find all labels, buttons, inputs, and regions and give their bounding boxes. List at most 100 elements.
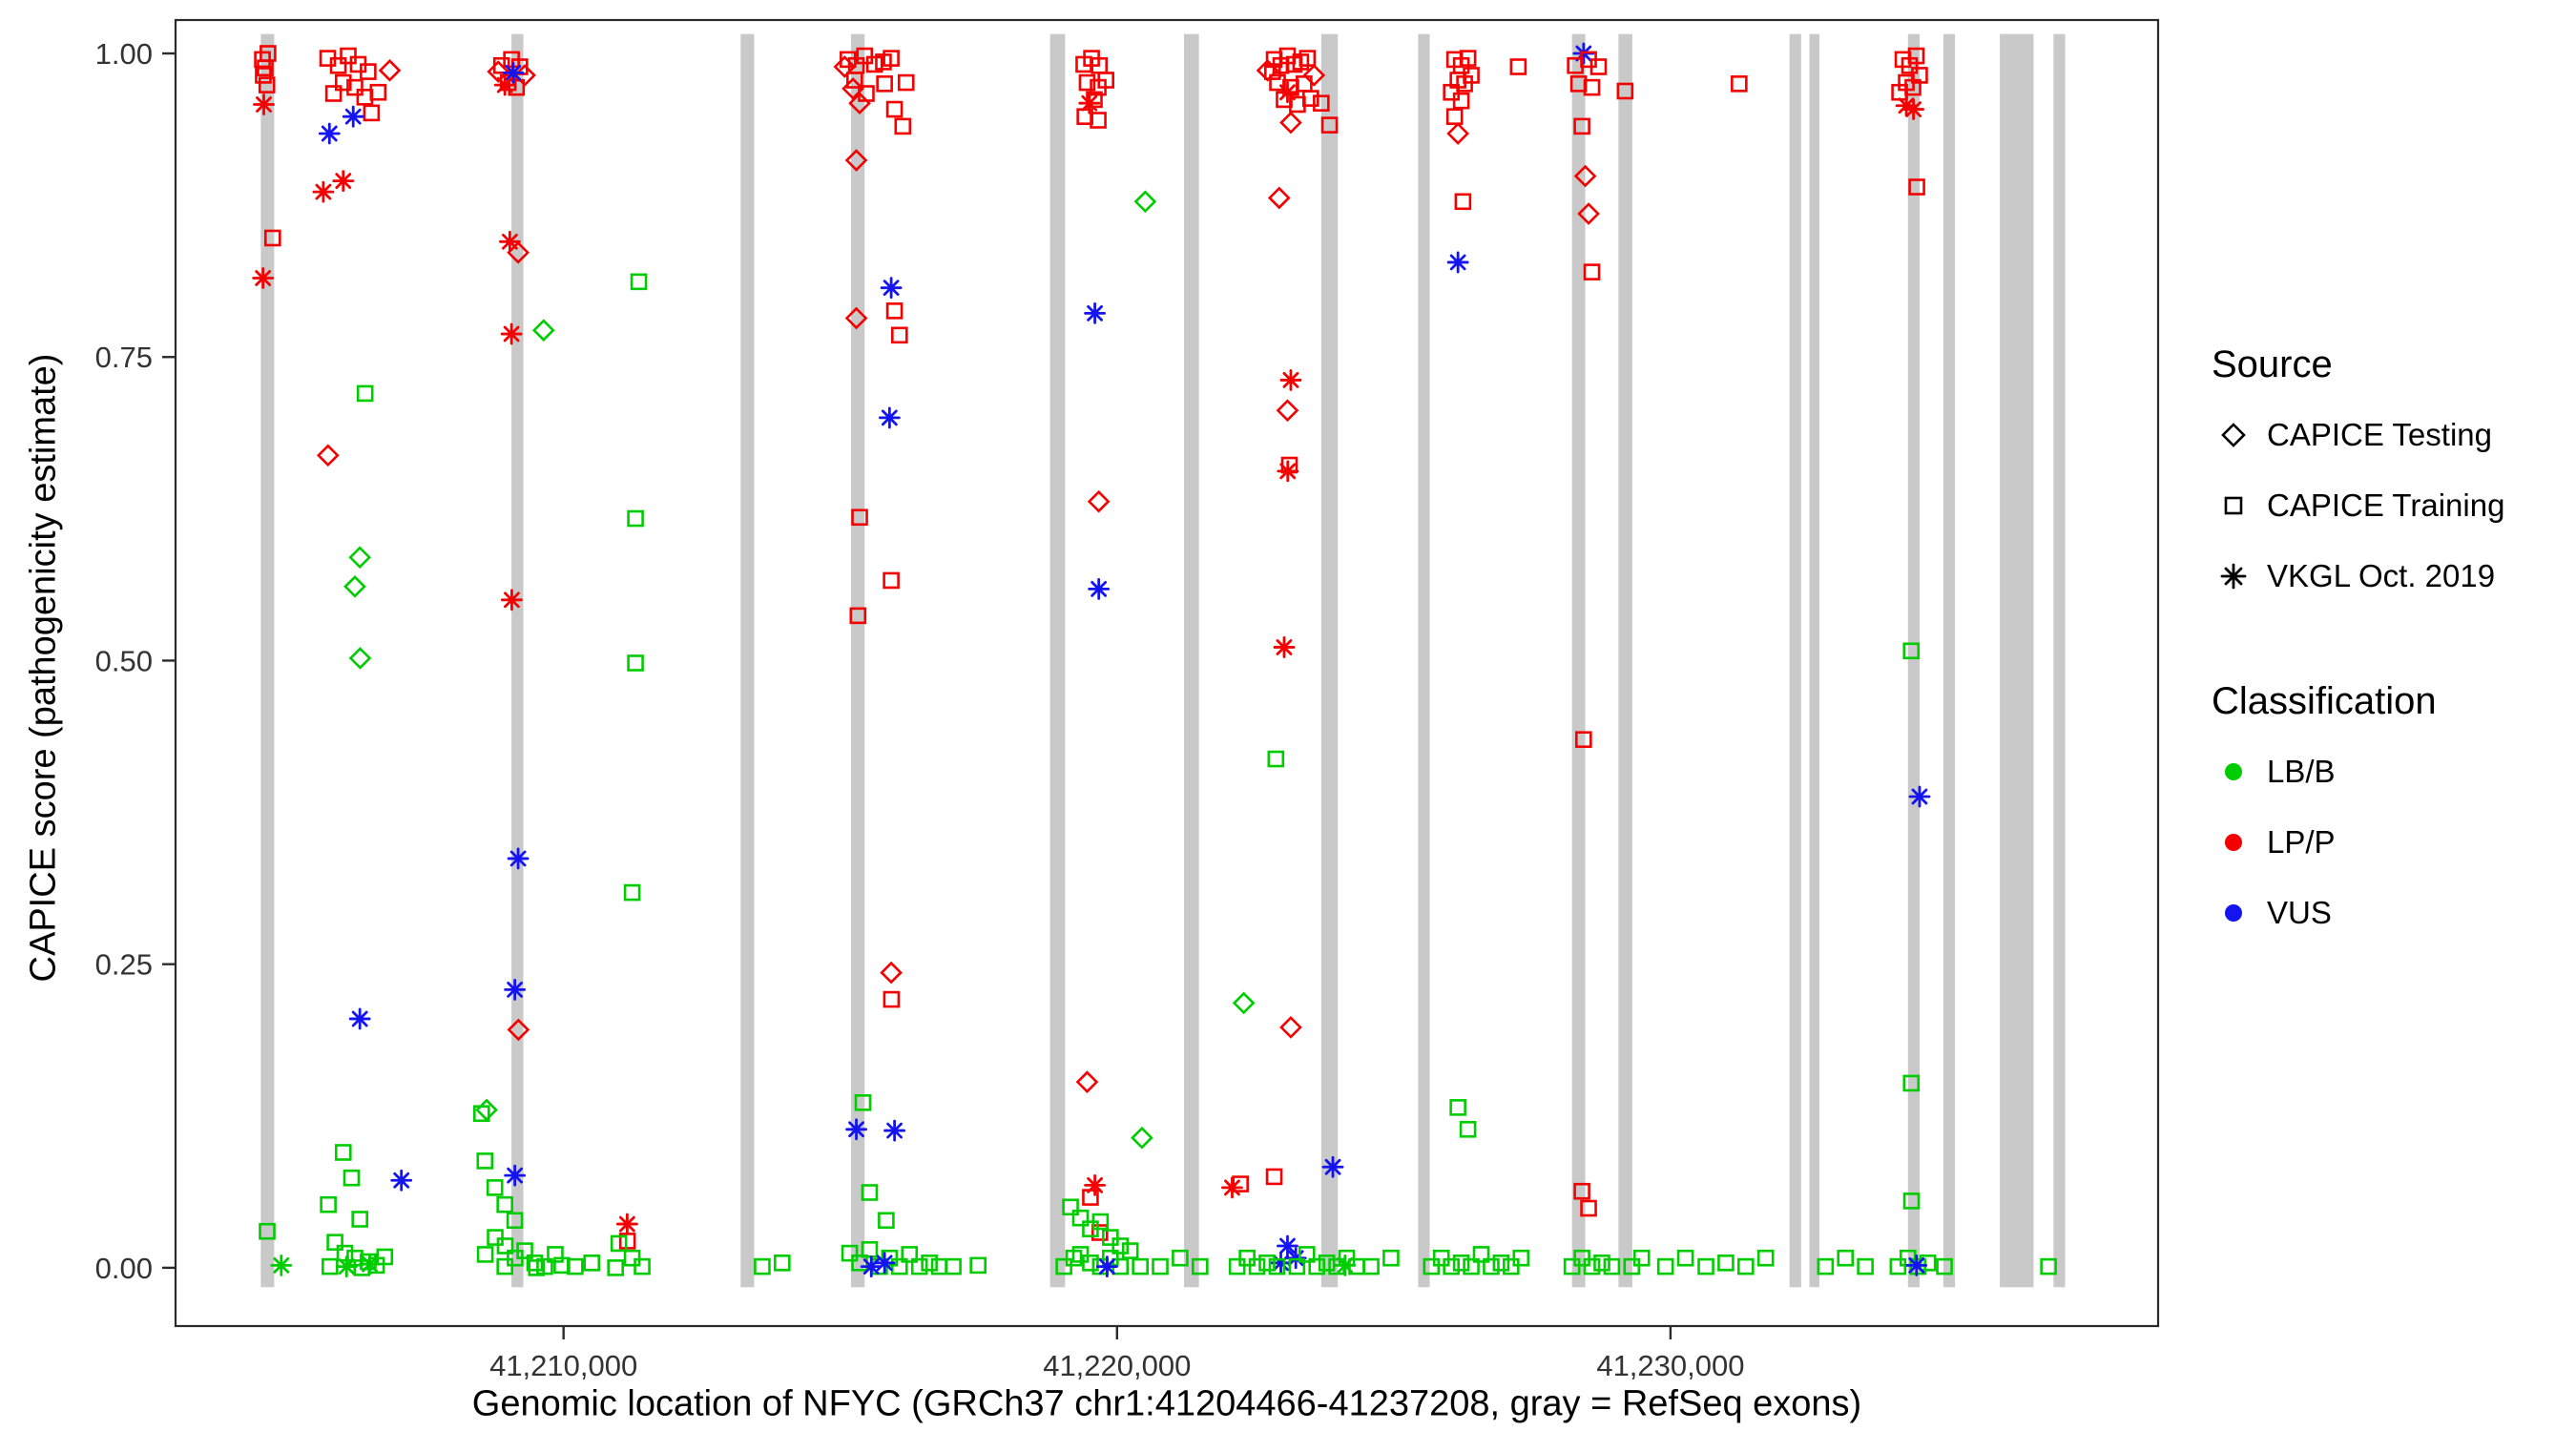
- data-point: [848, 92, 871, 115]
- data-point: [486, 1179, 504, 1196]
- legend-item-capice-testing: CAPICE Testing: [2212, 400, 2574, 470]
- data-point: [1472, 1246, 1490, 1263]
- data-point: [1463, 67, 1480, 84]
- data-point: [1111, 1237, 1130, 1255]
- data-point: [1082, 1255, 1099, 1272]
- data-point: [618, 1233, 636, 1250]
- data-point: [1334, 1254, 1357, 1276]
- data-point: [476, 1246, 494, 1263]
- data-point: [945, 1257, 962, 1275]
- data-point: [1423, 1257, 1441, 1275]
- data-point: [1298, 50, 1317, 67]
- data-point: [876, 75, 893, 93]
- data-point: [1075, 1070, 1099, 1093]
- data-point: [878, 1212, 895, 1230]
- data-point: [627, 654, 644, 672]
- data-point: [1084, 302, 1106, 324]
- data-point: [1279, 1016, 1302, 1039]
- legend-item-lbb: LB/B: [2212, 736, 2574, 807]
- data-point: [583, 1255, 601, 1272]
- data-point: [1452, 92, 1470, 110]
- data-point: [501, 589, 523, 612]
- y-tick-label: 0.25: [95, 948, 153, 982]
- data-point: [363, 104, 381, 122]
- data-point: [1267, 750, 1285, 768]
- data-point: [1902, 1192, 1921, 1210]
- data-point: [500, 322, 523, 345]
- data-point: [883, 50, 900, 67]
- data-point: [369, 83, 387, 101]
- data-point: [312, 180, 335, 203]
- data-point: [348, 647, 372, 670]
- data-point: [516, 1242, 533, 1259]
- data-point: [1443, 1257, 1460, 1275]
- data-point: [851, 508, 868, 527]
- data-point: [901, 1246, 919, 1263]
- data-point: [861, 1241, 879, 1258]
- legend-item-label: VKGL Oct. 2019: [2267, 558, 2496, 593]
- data-point: [1102, 1249, 1119, 1267]
- diamond-icon: [2212, 416, 2255, 454]
- data-point: [615, 1213, 638, 1235]
- data-point: [329, 56, 347, 74]
- data-point: [1152, 1257, 1169, 1275]
- data-point: [1273, 636, 1296, 658]
- data-point: [1589, 58, 1608, 75]
- y-tick-label: 0.50: [95, 644, 153, 677]
- data-point: [473, 1105, 490, 1123]
- data-point: [253, 93, 275, 115]
- data-point: [1509, 58, 1527, 75]
- data-point: [326, 1234, 343, 1251]
- y-tick-label: 0.00: [95, 1252, 153, 1285]
- data-point: [348, 546, 372, 570]
- legend-classification-title: Classification: [2212, 680, 2437, 722]
- data-point: [476, 1152, 494, 1170]
- data-point: [1905, 1254, 1928, 1276]
- data-point: [844, 149, 868, 172]
- data-point: [1228, 1257, 1246, 1275]
- data-point: [1446, 251, 1469, 274]
- data-point: [504, 1164, 527, 1187]
- data-point: [1097, 72, 1114, 89]
- y-tick-label: 1.00: [95, 37, 153, 71]
- legend: Source CAPICE Testing CAPICE Training: [2212, 343, 2574, 948]
- data-point: [891, 326, 908, 344]
- data-point: [885, 302, 904, 320]
- data-point: [1090, 112, 1107, 129]
- data-point: [1268, 1257, 1286, 1275]
- data-point: [1102, 1229, 1119, 1246]
- data-point: [1320, 116, 1339, 134]
- data-point: [496, 1257, 513, 1275]
- legend-item-lpp: LP/P: [2212, 807, 2574, 878]
- data-point: [343, 574, 366, 598]
- data-point: [351, 1211, 368, 1228]
- data-point: [623, 1249, 641, 1267]
- data-point: [885, 100, 904, 118]
- data-point: [1512, 1249, 1530, 1267]
- data-point: [1449, 1099, 1466, 1116]
- data-point: [318, 122, 341, 145]
- data-point: [1132, 1257, 1149, 1275]
- data-point: [1313, 94, 1330, 112]
- data-point: [841, 1244, 859, 1262]
- data-point: [496, 1195, 513, 1213]
- data-point: [1908, 785, 1931, 808]
- data-point: [508, 78, 526, 96]
- data-point: [1443, 83, 1460, 101]
- data-point: [854, 1093, 872, 1111]
- data-point: [921, 1255, 938, 1272]
- data-point: [507, 847, 530, 870]
- data-point: [502, 61, 525, 84]
- data-point: [1095, 1255, 1118, 1278]
- data-point: [1298, 1246, 1316, 1263]
- data-point: [1603, 1257, 1621, 1275]
- data-point: [1065, 1249, 1083, 1267]
- data-point: [627, 509, 644, 528]
- data-point: [1583, 78, 1601, 96]
- lbb-dot-icon: [2212, 763, 2255, 780]
- data-point: [880, 961, 903, 985]
- exon-bar: [1789, 33, 1801, 1288]
- data-point: [1563, 1257, 1581, 1275]
- data-point: [1454, 193, 1472, 211]
- data-point: [259, 1222, 276, 1240]
